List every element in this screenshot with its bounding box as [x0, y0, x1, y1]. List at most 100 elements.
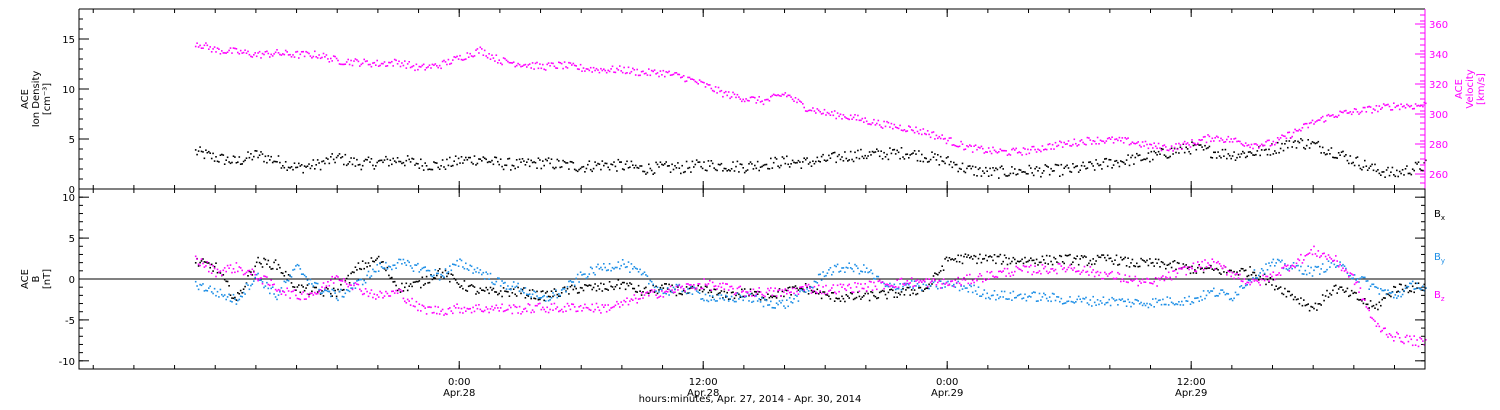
by-point: [405, 264, 408, 266]
velocity-point: [892, 127, 894, 130]
bx-point: [878, 291, 881, 294]
by-point: [777, 303, 779, 306]
bx-point: [1207, 267, 1209, 269]
by-point: [293, 268, 296, 271]
bx-point: [244, 285, 246, 288]
bz-point: [1262, 274, 1264, 277]
by-point: [1213, 287, 1215, 290]
velocity-point: [674, 72, 676, 74]
bx-point: [664, 283, 666, 285]
bz-point: [1073, 267, 1076, 269]
velocity-point: [1268, 139, 1270, 142]
by-point: [1102, 296, 1105, 298]
bz-point: [788, 291, 791, 294]
bz-point: [459, 311, 461, 314]
bx-point: [1218, 272, 1221, 274]
velocity-point: [1006, 154, 1009, 156]
bx-point: [823, 291, 826, 293]
bx-point: [1069, 253, 1071, 256]
bx-point: [1278, 287, 1280, 289]
by-point: [1050, 300, 1052, 303]
bz-point: [636, 302, 638, 304]
velocity-point: [1321, 115, 1324, 118]
by-point: [806, 288, 808, 290]
bx-point: [681, 293, 683, 296]
by-point: [648, 282, 650, 285]
bx-point: [738, 293, 740, 296]
ion-density-point: [1163, 154, 1166, 156]
bx-point: [232, 297, 235, 300]
by-point: [308, 283, 310, 285]
bz-point: [950, 280, 952, 283]
bz-point: [1173, 269, 1176, 272]
bz-point: [517, 312, 519, 314]
ion-density-point: [608, 168, 611, 171]
by-point: [1202, 290, 1205, 292]
bx-point: [1027, 260, 1029, 263]
ion-density-point: [857, 149, 859, 152]
ion-density-point: [1160, 147, 1163, 150]
by-point: [668, 294, 670, 296]
ion-density-point: [1220, 156, 1222, 159]
velocity-point: [819, 111, 821, 113]
bz-point: [1243, 278, 1246, 280]
bx-point: [385, 269, 387, 272]
bx-point: [945, 256, 948, 259]
ion-density-point: [1223, 155, 1225, 157]
by-point: [1170, 301, 1173, 304]
ion-density-point: [1244, 156, 1247, 159]
bx-point: [479, 287, 482, 290]
ion-density-point: [796, 161, 798, 164]
by-point: [572, 281, 575, 283]
by-point: [334, 292, 336, 294]
ion-density-point: [828, 154, 830, 157]
velocity-point: [678, 73, 681, 76]
ion-density-point: [565, 162, 567, 164]
bz-point: [1236, 272, 1238, 275]
ion-density-point: [986, 170, 988, 172]
velocity-point: [1375, 105, 1378, 107]
bx-point: [539, 298, 541, 301]
bx-point: [363, 267, 365, 270]
bz-point: [309, 292, 312, 295]
bz-point: [238, 266, 241, 268]
bx-point: [1253, 271, 1256, 274]
bz-point: [841, 286, 843, 288]
bz-point: [386, 292, 389, 295]
velocity-point: [1397, 104, 1399, 107]
bz-point: [354, 282, 357, 284]
velocity-point: [979, 147, 981, 149]
bx-point: [855, 296, 858, 299]
ion-density-point: [1416, 163, 1418, 165]
velocity-point: [976, 148, 978, 151]
bx-point: [784, 289, 787, 291]
by-point: [627, 261, 630, 263]
bz-point: [443, 314, 445, 316]
bx-point: [1040, 261, 1042, 264]
bx-point: [817, 293, 820, 295]
ion-density-point: [880, 150, 882, 152]
bz-point: [533, 311, 535, 313]
velocity-point: [359, 65, 361, 67]
by-point: [800, 289, 803, 291]
velocity-point: [465, 58, 467, 60]
ion-density-point: [1075, 165, 1077, 168]
bz-point: [871, 289, 874, 291]
bx-point: [1016, 260, 1019, 263]
velocity-point: [1398, 108, 1401, 111]
bz-point: [319, 289, 322, 291]
by-point: [476, 267, 479, 269]
bx-point: [501, 295, 503, 298]
ion-density-point: [1407, 172, 1410, 175]
velocity-point: [784, 92, 787, 94]
ion-density-point: [854, 151, 856, 154]
by-point: [255, 273, 258, 276]
bz-point: [992, 275, 994, 277]
bx-point: [777, 291, 779, 293]
by-point: [1048, 296, 1051, 298]
velocity-point: [1227, 135, 1230, 138]
velocity-point: [1242, 144, 1244, 146]
by-point: [723, 299, 726, 301]
ion-density-point: [767, 167, 769, 170]
